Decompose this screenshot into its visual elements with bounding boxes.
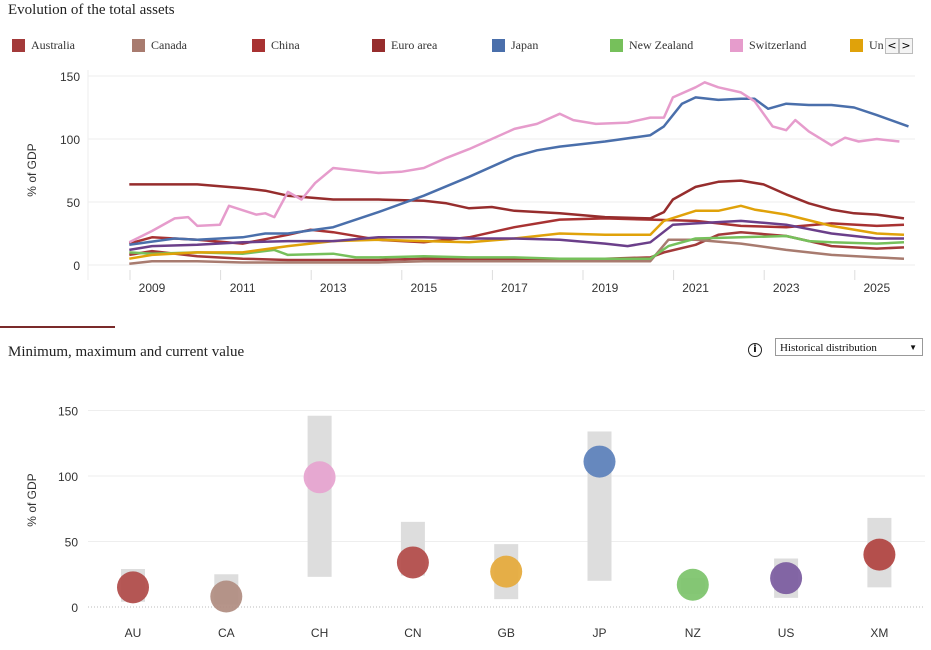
y-tick-label: 0 <box>73 259 80 273</box>
x-tick-label: 2011 <box>230 281 256 295</box>
distribution-dropdown[interactable]: Historical distribution ▼ <box>775 338 923 356</box>
x-tick-label: 2025 <box>863 281 890 295</box>
x-tick-label: 2017 <box>501 281 528 295</box>
divider <box>0 326 115 328</box>
y-tick-label: 50 <box>67 196 81 210</box>
current-dot-GB <box>490 555 523 588</box>
x-tick-label: NZ <box>685 626 701 640</box>
legend-swatch <box>610 39 623 52</box>
legend-label: Switzerland <box>749 38 807 52</box>
x-tick-label: CN <box>404 626 421 640</box>
line-chart: 0 50 100 150 2009 2011 2013 2015 2017 2019 2021 202… <box>25 70 915 295</box>
legend-label: Japan <box>511 38 539 52</box>
legend-label: Australia <box>31 38 75 52</box>
x-tick-label: GB <box>498 626 515 640</box>
legend-item[interactable]: New Zealand <box>610 38 693 53</box>
x-tick-label: 2023 <box>773 281 800 295</box>
range-bar-NZ <box>680 578 705 594</box>
x-tick-label: XM <box>870 626 888 640</box>
range-bar-XM <box>867 517 892 588</box>
series-line-euro-area <box>129 179 905 220</box>
x-tick-label: 2009 <box>139 281 166 295</box>
series-line-canada <box>129 238 905 265</box>
legend-swatch <box>730 39 743 52</box>
series-line-new-zealand <box>129 234 905 260</box>
range-bar-JP <box>587 431 612 581</box>
y-tick-label: 150 <box>58 405 78 419</box>
x-tick-label: JP <box>592 626 606 640</box>
y-tick-label: 0 <box>71 601 78 615</box>
legend-swatch <box>132 39 145 52</box>
legend: Australia Canada China Euro area Japan New Ze… <box>12 38 912 56</box>
chart-title-assets: Evolution of the total assets <box>8 2 175 18</box>
current-dot-NZ <box>676 568 709 601</box>
series-line-united-kingdom <box>129 204 905 260</box>
x-tick-label: 2019 <box>592 281 619 295</box>
current-dot-US <box>770 562 803 595</box>
legend-swatch <box>850 39 863 52</box>
x-tick-label: AU <box>125 626 142 640</box>
x-tick-label: 2021 <box>682 281 709 295</box>
dropdown-value: Historical distribution <box>780 342 877 354</box>
legend-swatch <box>372 39 385 52</box>
x-tick-label: US <box>778 626 795 640</box>
series-line-switzerland <box>128 81 900 244</box>
legend-item[interactable]: Switzerland <box>730 38 806 53</box>
legend-label: Euro area <box>391 38 438 52</box>
y-axis-label: % of GDP <box>25 473 39 526</box>
range-bar-AU <box>121 569 145 602</box>
legend-item[interactable]: China <box>252 38 300 53</box>
legend-label: Un <box>869 38 884 52</box>
current-dot-CN <box>396 546 429 579</box>
range-bar-CN <box>400 521 425 576</box>
legend-next-button[interactable]: > <box>899 38 913 54</box>
current-dot-JP <box>583 445 616 478</box>
series-line-united-states <box>129 219 904 252</box>
legend-item[interactable]: Un <box>850 38 884 53</box>
range-bar-US <box>774 558 799 598</box>
x-tick-label: CA <box>218 626 235 640</box>
info-icon[interactable]: i <box>748 343 762 357</box>
chart-title-range: Minimum, maximum and current value <box>8 344 245 360</box>
range-bar-GB <box>494 544 519 600</box>
chevron-down-icon: ▼ <box>909 343 917 352</box>
current-dot-AU <box>117 571 149 604</box>
current-dot-XM <box>863 538 896 571</box>
range-bar-CH <box>307 415 332 577</box>
legend-swatch <box>252 39 265 52</box>
range-bar-CA <box>214 574 239 605</box>
legend-prev-button[interactable]: < <box>885 38 899 54</box>
legend-item[interactable]: Australia <box>12 38 75 53</box>
legend-item[interactable]: Japan <box>492 38 538 53</box>
legend-item[interactable]: Euro area <box>372 38 437 53</box>
y-axis-label: % of GDP <box>25 143 39 196</box>
legend-label: New Zealand <box>629 38 694 52</box>
series-line-china <box>128 217 905 245</box>
y-tick-label: 100 <box>58 470 78 484</box>
legend-item[interactable]: Canada <box>132 38 187 53</box>
y-tick-label: 50 <box>65 536 79 550</box>
legend-label: Canada <box>151 38 187 52</box>
x-tick-label: 2013 <box>320 281 347 295</box>
current-dot-CA <box>210 580 243 613</box>
legend-nav: < > <box>885 38 913 54</box>
x-tick-label: 2015 <box>410 281 437 295</box>
legend-swatch <box>492 39 505 52</box>
legend-swatch <box>12 39 25 52</box>
y-tick-label: 100 <box>60 133 80 147</box>
current-dot-CH <box>303 461 336 494</box>
legend-label: China <box>271 38 300 52</box>
series-line-japan <box>129 96 909 247</box>
y-tick-label: 150 <box>60 70 80 84</box>
x-tick-label: CH <box>311 626 328 640</box>
